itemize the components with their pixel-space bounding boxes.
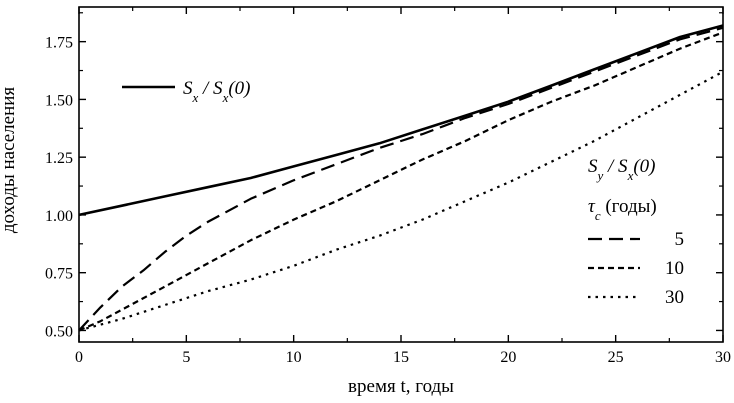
y-tick-label: 1.75	[45, 35, 73, 52]
y-tick-label: 0.50	[45, 323, 73, 340]
y-tick-label: 1.00	[45, 208, 73, 225]
series-line-1	[78, 26, 724, 332]
x-tick-label: 15	[393, 349, 409, 366]
series-layer	[78, 24, 724, 332]
x-tick-label: 10	[286, 349, 302, 366]
y-tick-label: 0.75	[45, 266, 73, 283]
legend-group-subtitle: τc (годы)	[588, 196, 657, 223]
legend-group: Sy / Sx(0) τc (годы) 5 10 30	[588, 156, 684, 308]
x-tick-label: 25	[608, 349, 624, 366]
legend-main-label: Sx / Sx(0)	[183, 78, 251, 105]
x-axis-ticks: 0 5 10 15 20 25 30	[75, 7, 731, 366]
x-tick-label: 20	[500, 349, 516, 366]
series-line-0	[78, 24, 724, 217]
legend-label-30: 30	[665, 287, 684, 308]
y-tick-label: 1.25	[45, 150, 73, 167]
legend-main: Sx / Sx(0)	[122, 78, 251, 105]
x-tick-label: 30	[715, 349, 731, 366]
y-axis-title: доходы населения	[0, 87, 19, 234]
legend-label-10: 10	[665, 258, 684, 279]
series-line-2	[78, 31, 724, 332]
legend-label-5: 5	[675, 229, 685, 250]
x-tick-label: 5	[182, 349, 190, 366]
y-tick-label: 1.50	[45, 92, 73, 109]
x-axis-title: время t, годы	[348, 376, 454, 397]
x-tick-label: 0	[75, 349, 83, 366]
legend-group-title: Sy / Sx(0)	[588, 156, 656, 183]
series-line-3	[78, 70, 724, 332]
